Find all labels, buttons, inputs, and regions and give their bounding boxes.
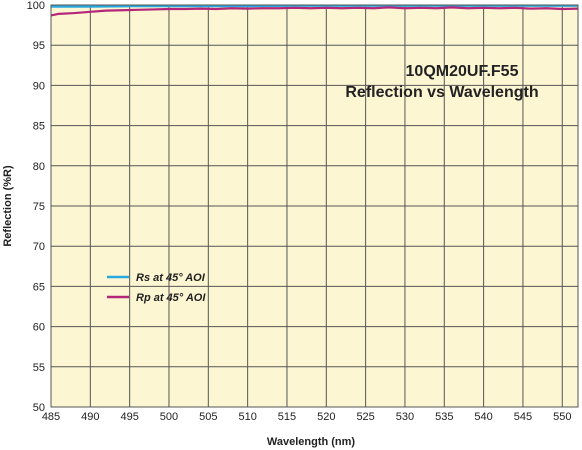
y-tick-label-90: 90 bbox=[33, 80, 45, 92]
legend-label-rp: Rp at 45° AOI bbox=[136, 292, 206, 304]
legend-label-rs: Rs at 45° AOI bbox=[136, 272, 206, 284]
y-tick-label-65: 65 bbox=[33, 281, 45, 293]
y-tick-label-95: 95 bbox=[33, 40, 45, 52]
x-tick-label-510: 510 bbox=[238, 411, 256, 423]
chart-title-line-2: Reflection vs Wavelength bbox=[345, 84, 538, 101]
y-tick-label-60: 60 bbox=[33, 322, 45, 334]
x-axis-title: Wavelength (nm) bbox=[267, 436, 356, 448]
chart-title-line-1: 10QM20UF.F55 bbox=[406, 63, 519, 80]
x-tick-label-550: 550 bbox=[553, 411, 571, 423]
y-tick-label-80: 80 bbox=[33, 161, 45, 173]
y-tick-label-50: 50 bbox=[33, 402, 45, 414]
y-tick-label-100: 100 bbox=[27, 0, 45, 12]
x-tick-label-520: 520 bbox=[317, 411, 335, 423]
x-tick-label-505: 505 bbox=[199, 411, 217, 423]
series-lines bbox=[50, 4, 579, 17]
y-tick-labels: 50 55 60 65 70 75 80 85 90 95 100 bbox=[27, 0, 45, 414]
x-tick-label-530: 530 bbox=[396, 411, 414, 423]
x-tick-label-535: 535 bbox=[435, 411, 453, 423]
y-tick-label-85: 85 bbox=[33, 121, 45, 133]
x-tick-label-485: 485 bbox=[42, 411, 60, 423]
x-tick-label-525: 525 bbox=[356, 411, 374, 423]
series-line-rs bbox=[51, 4, 578, 8]
legend: Rs at 45° AOI Rp at 45° AOI bbox=[107, 272, 206, 304]
x-tick-label-540: 540 bbox=[474, 411, 492, 423]
y-tick-label-55: 55 bbox=[33, 362, 45, 374]
plot-frame bbox=[50, 4, 579, 408]
series-line-rp bbox=[50, 6, 579, 17]
x-tick-label-515: 515 bbox=[278, 411, 296, 423]
y-axis-title: Reflection (%R) bbox=[2, 165, 14, 247]
y-tick-label-70: 70 bbox=[33, 241, 45, 253]
x-tick-label-490: 490 bbox=[81, 411, 99, 423]
x-tick-label-495: 495 bbox=[120, 411, 138, 423]
x-tick-label-500: 500 bbox=[160, 411, 178, 423]
y-tick-label-75: 75 bbox=[33, 201, 45, 213]
x-tick-label-545: 545 bbox=[514, 411, 532, 423]
x-tick-labels: 485 490 495 500 505 510 515 520 525 530 535 540 545 5… bbox=[42, 411, 572, 423]
